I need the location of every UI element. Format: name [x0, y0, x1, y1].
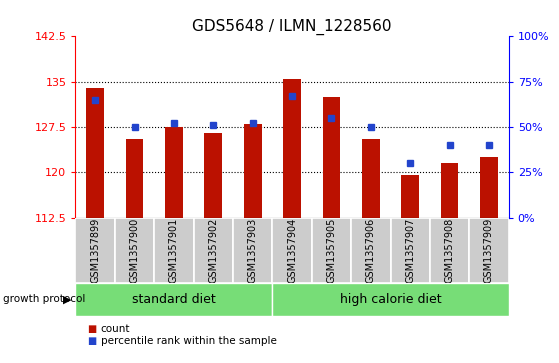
Bar — [391, 218, 430, 283]
Text: GSM1357899: GSM1357899 — [90, 218, 100, 283]
Bar — [193, 218, 233, 283]
Bar — [362, 139, 380, 218]
Bar — [312, 218, 351, 283]
Bar — [323, 97, 340, 218]
Text: GSM1357903: GSM1357903 — [248, 218, 258, 283]
Bar — [480, 157, 498, 218]
Text: GSM1357900: GSM1357900 — [130, 218, 140, 283]
Text: GSM1357905: GSM1357905 — [326, 218, 337, 283]
Text: GSM1357904: GSM1357904 — [287, 218, 297, 283]
Text: GSM1357902: GSM1357902 — [209, 218, 219, 283]
Bar — [86, 88, 104, 218]
Title: GDS5648 / ILMN_1228560: GDS5648 / ILMN_1228560 — [192, 19, 392, 35]
Bar — [233, 218, 272, 283]
Bar — [430, 218, 470, 283]
Bar — [244, 124, 262, 218]
Text: high calorie diet: high calorie diet — [340, 293, 442, 306]
Bar — [165, 127, 183, 218]
Bar — [205, 133, 222, 218]
Bar — [75, 283, 272, 316]
Text: ■: ■ — [87, 323, 96, 334]
Text: GSM1357908: GSM1357908 — [444, 218, 454, 283]
Bar — [75, 218, 115, 283]
Text: GSM1357907: GSM1357907 — [405, 218, 415, 283]
Bar — [401, 175, 419, 218]
Bar — [351, 218, 391, 283]
Bar — [272, 283, 509, 316]
Bar — [126, 139, 144, 218]
Bar — [440, 163, 458, 218]
Text: ▶: ▶ — [63, 294, 72, 305]
Text: GSM1357901: GSM1357901 — [169, 218, 179, 283]
Bar — [272, 218, 312, 283]
Text: GSM1357909: GSM1357909 — [484, 218, 494, 283]
Bar — [154, 218, 193, 283]
Text: count: count — [101, 323, 130, 334]
Text: standard diet: standard diet — [132, 293, 216, 306]
Bar — [115, 218, 154, 283]
Text: GSM1357906: GSM1357906 — [366, 218, 376, 283]
Bar — [470, 218, 509, 283]
Text: growth protocol: growth protocol — [3, 294, 85, 305]
Text: percentile rank within the sample: percentile rank within the sample — [101, 336, 277, 346]
Text: ■: ■ — [87, 336, 96, 346]
Bar — [283, 79, 301, 218]
